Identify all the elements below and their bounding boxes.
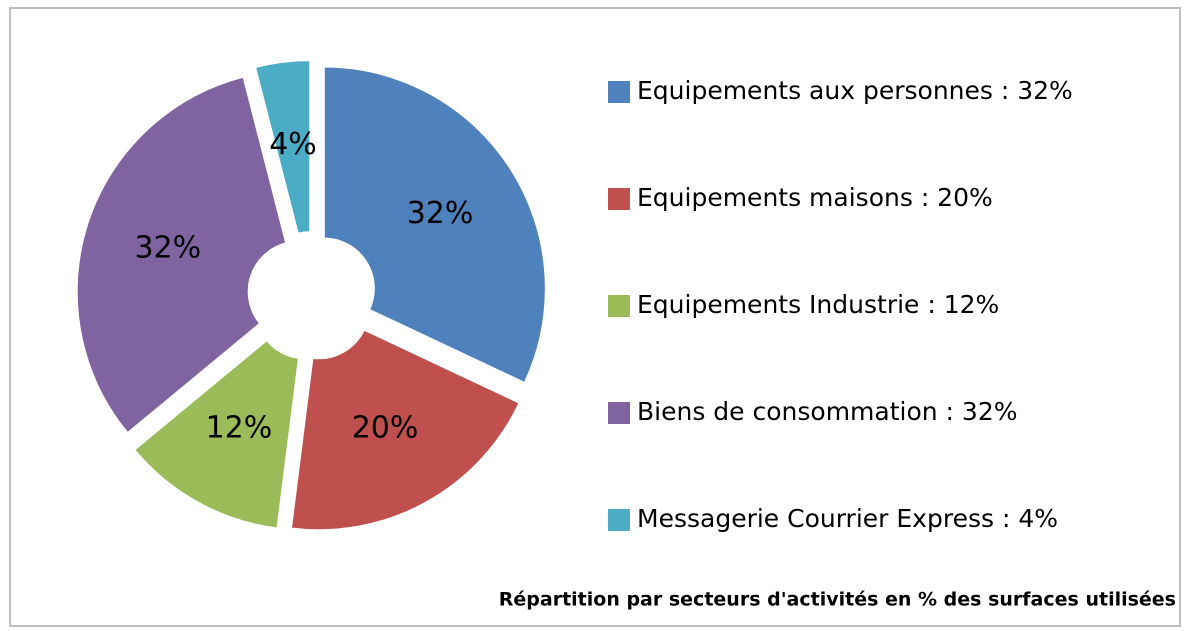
slice xyxy=(289,328,521,532)
chart-title: Répartition par secteurs d'activités en … xyxy=(499,589,1176,611)
legend-label: Messagerie Courrier Express : 4% xyxy=(637,504,1058,533)
data-label: 4% xyxy=(269,127,317,162)
legend-swatch xyxy=(608,402,630,424)
slice xyxy=(322,65,547,385)
data-label: 20% xyxy=(352,410,419,445)
data-label: 12% xyxy=(206,410,273,445)
legend-label: Equipements maisons : 20% xyxy=(637,183,993,212)
legend-swatch xyxy=(608,81,630,103)
data-label: 32% xyxy=(407,196,474,231)
legend-swatch xyxy=(608,509,630,531)
data-label: 32% xyxy=(134,231,201,266)
slice xyxy=(75,75,288,435)
legend-swatch xyxy=(608,295,630,317)
legend-label: Equipements Industrie : 12% xyxy=(637,290,999,319)
slice xyxy=(253,59,312,235)
legend-label: Biens de consommation : 32% xyxy=(637,397,1018,426)
legend-label: Equipements aux personnes : 32% xyxy=(637,76,1073,105)
legend-swatch xyxy=(608,188,630,210)
slice xyxy=(132,338,301,530)
